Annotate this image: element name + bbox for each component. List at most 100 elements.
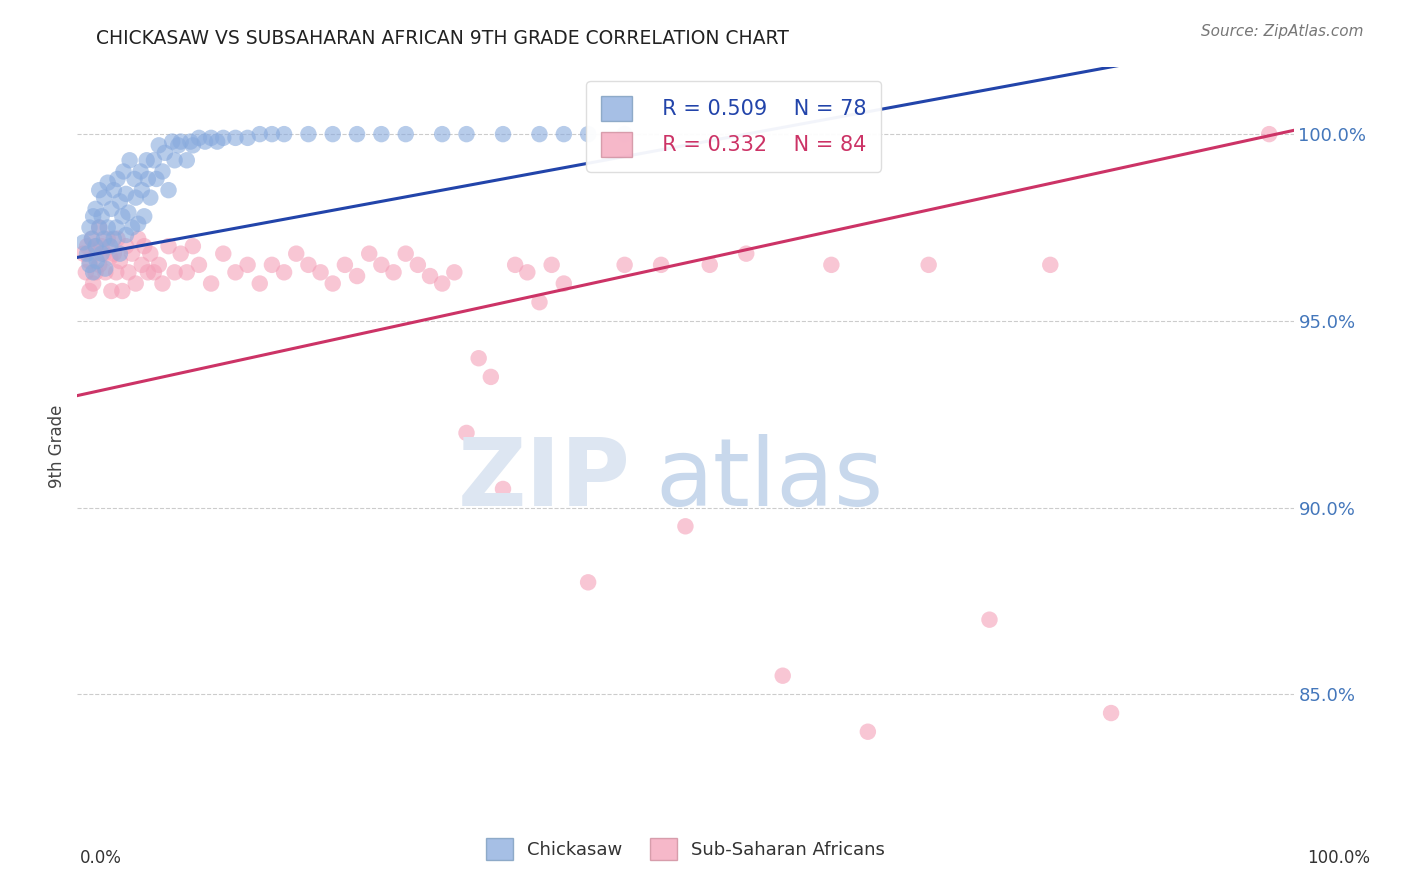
Point: [395, 127, 418, 141]
Point: [107, 232, 129, 246]
Point: [89, 220, 111, 235]
Point: [576, 575, 599, 590]
Point: [139, 191, 162, 205]
Point: [529, 295, 551, 310]
Point: [152, 277, 174, 291]
Point: [76, 239, 98, 253]
Point: [103, 246, 125, 260]
Point: [309, 265, 332, 279]
Point: [236, 131, 259, 145]
Point: [131, 183, 153, 197]
Point: [89, 183, 111, 197]
Point: [108, 194, 131, 209]
Point: [322, 277, 344, 291]
Point: [346, 127, 368, 141]
Point: [1099, 706, 1122, 720]
Point: [76, 246, 98, 260]
Point: [249, 127, 271, 141]
Point: [430, 127, 453, 141]
Text: 100.0%: 100.0%: [1308, 848, 1369, 866]
Point: [90, 246, 112, 260]
Point: [395, 246, 418, 260]
Point: [79, 254, 101, 268]
Text: atlas: atlas: [655, 434, 883, 526]
Point: [75, 265, 97, 279]
Point: [576, 127, 599, 141]
Point: [181, 239, 204, 253]
Point: [205, 135, 228, 149]
Point: [72, 235, 94, 250]
Legend: Chickasaw, Sub-Saharan Africans: Chickasaw, Sub-Saharan Africans: [478, 831, 893, 868]
Point: [553, 277, 575, 291]
Point: [94, 265, 117, 279]
Point: [97, 220, 120, 235]
Point: [129, 164, 152, 178]
Point: [124, 172, 146, 186]
Point: [134, 239, 156, 253]
Point: [443, 265, 465, 279]
Point: [89, 220, 111, 235]
Point: [112, 164, 135, 178]
Point: [105, 265, 128, 279]
Point: [153, 145, 176, 160]
Point: [273, 265, 295, 279]
Point: [194, 135, 217, 149]
Point: [98, 239, 121, 253]
Point: [772, 669, 794, 683]
Point: [79, 284, 101, 298]
Point: [117, 205, 139, 219]
Point: [179, 135, 201, 149]
Point: [84, 202, 107, 216]
Point: [79, 258, 101, 272]
Point: [176, 265, 198, 279]
Text: 0.0%: 0.0%: [80, 848, 122, 866]
Point: [115, 227, 138, 242]
Point: [157, 239, 180, 253]
Point: [115, 239, 138, 253]
Point: [419, 268, 441, 283]
Point: [100, 202, 122, 216]
Point: [111, 284, 134, 298]
Point: [170, 135, 193, 149]
Point: [170, 246, 193, 260]
Point: [84, 265, 107, 279]
Point: [93, 232, 115, 246]
Point: [160, 135, 183, 149]
Point: [650, 258, 672, 272]
Point: [529, 127, 551, 141]
Point: [134, 209, 156, 223]
Point: [157, 183, 180, 197]
Point: [135, 153, 157, 168]
Point: [145, 172, 167, 186]
Point: [103, 232, 125, 246]
Point: [98, 251, 121, 265]
Point: [249, 277, 271, 291]
Point: [346, 268, 368, 283]
Point: [84, 239, 107, 253]
Y-axis label: 9th Grade: 9th Grade: [48, 404, 66, 488]
Point: [492, 127, 515, 141]
Point: [94, 261, 117, 276]
Point: [285, 246, 308, 260]
Point: [80, 232, 103, 246]
Point: [200, 131, 222, 145]
Point: [111, 209, 134, 223]
Point: [93, 246, 115, 260]
Point: [224, 265, 246, 279]
Point: [86, 254, 108, 268]
Point: [127, 217, 149, 231]
Point: [260, 127, 283, 141]
Point: [121, 220, 143, 235]
Point: [139, 246, 162, 260]
Point: [370, 258, 392, 272]
Point: [90, 209, 112, 223]
Point: [117, 265, 139, 279]
Point: [297, 258, 319, 272]
Point: [553, 127, 575, 141]
Text: CHICKASAW VS SUBSAHARAN AFRICAN 9TH GRADE CORRELATION CHART: CHICKASAW VS SUBSAHARAN AFRICAN 9TH GRAD…: [96, 29, 789, 48]
Point: [699, 258, 721, 272]
Point: [675, 519, 697, 533]
Point: [540, 258, 562, 272]
Point: [84, 239, 107, 253]
Point: [820, 258, 842, 272]
